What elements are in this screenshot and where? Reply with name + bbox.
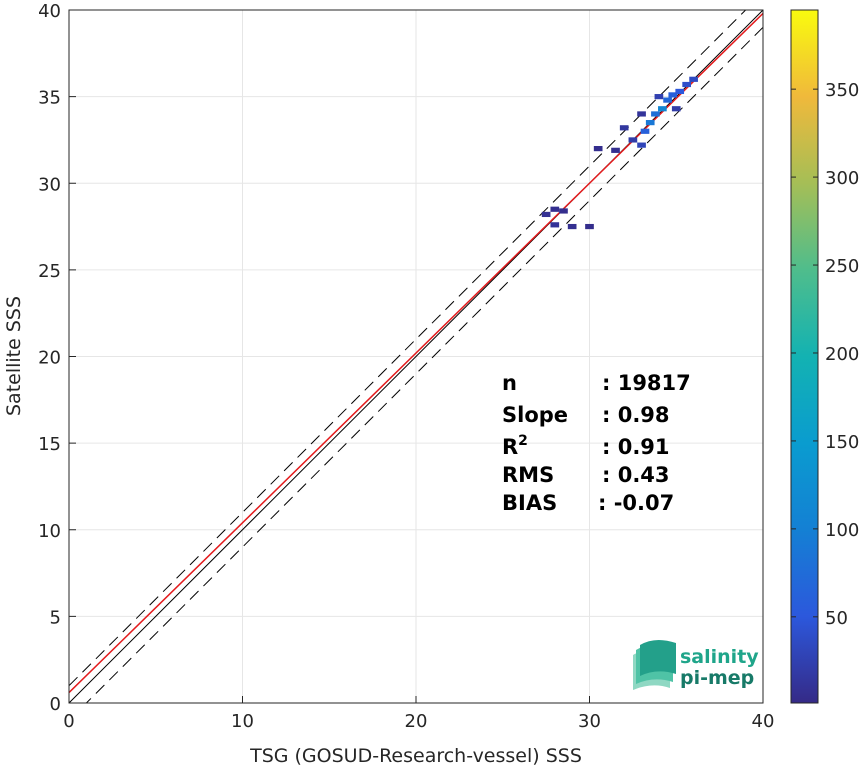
colorbar-tick-label: 250 — [825, 256, 859, 277]
x-tick-label: 10 — [231, 711, 254, 732]
y-tick-label: 35 — [38, 88, 61, 109]
stat-value: : 0.91 — [602, 435, 670, 459]
density-cell — [593, 146, 603, 152]
dashed-band-line — [85, 26, 763, 703]
y-tick-label: 40 — [38, 1, 61, 22]
one-to-one-line — [69, 10, 763, 703]
colorbar-tick-label: 50 — [825, 608, 848, 629]
density-cell — [637, 111, 646, 117]
stat-value: : 19817 — [602, 371, 691, 395]
colorbar-tick-label: 100 — [825, 520, 859, 541]
y-tick-label: 30 — [38, 174, 61, 195]
regression-line — [69, 12, 763, 694]
stat-label: RMS — [502, 463, 554, 487]
logo-graphic — [633, 639, 676, 690]
density-cell — [645, 120, 655, 126]
x-tick-label: 20 — [405, 711, 428, 732]
density-cell — [654, 94, 664, 100]
x-tick-label: 0 — [63, 711, 74, 732]
logo-text-salinity: salinity — [680, 646, 759, 668]
colorbar-tick-label: 150 — [825, 432, 859, 453]
density-cell — [637, 142, 646, 148]
density-cell — [663, 97, 672, 103]
stat-superscript: 2 — [518, 433, 528, 449]
colorbar-gradient — [790, 9, 819, 704]
logo-text-pi-mep: pi-mep — [680, 667, 754, 689]
density-cell — [682, 81, 691, 88]
density-cell — [567, 223, 577, 230]
stat-label: BIAS — [502, 491, 557, 515]
reference-lines — [69, 10, 763, 703]
y-tick-label: 20 — [38, 348, 61, 369]
density-cell — [628, 137, 638, 143]
density-cell — [541, 211, 551, 218]
density-cell — [550, 206, 560, 212]
y-tick-label: 10 — [38, 521, 61, 542]
axis-ticks: 0 10 20 30 40 0 5 10 15 20 25 30 35 40 — [38, 1, 774, 732]
density-cell — [668, 92, 678, 98]
stat-value: : 0.43 — [602, 463, 670, 487]
stat-value: : 0.98 — [602, 403, 670, 427]
stat-label: Slope — [502, 403, 568, 427]
density-cell — [550, 222, 560, 228]
stat-label: R2 — [502, 433, 528, 459]
stat-label: n — [502, 371, 517, 395]
stat-value: : -0.07 — [598, 491, 674, 515]
density-cell — [671, 106, 681, 112]
dashed-band-line — [69, 10, 747, 687]
density-cell — [640, 128, 650, 134]
density-cells — [541, 76, 698, 230]
x-tick-label: 30 — [578, 711, 601, 732]
density-cell — [585, 223, 594, 230]
y-tick-label: 15 — [38, 434, 61, 455]
density-cell — [651, 111, 660, 117]
y-tick-label: 25 — [38, 261, 61, 282]
colorbar-ticks: 50 100 150 200 250 300 350 — [791, 80, 859, 629]
colorbar-tick-label: 200 — [825, 344, 859, 365]
density-cell — [675, 88, 685, 95]
density-cell — [619, 125, 629, 131]
density-cell — [559, 208, 568, 214]
y-axis-label: Satellite SSS — [3, 296, 25, 416]
colorbar-tick-label: 300 — [825, 168, 859, 189]
colorbar: 50 100 150 200 250 300 350 — [790, 9, 859, 704]
y-tick-label: 5 — [50, 607, 61, 628]
density-cell — [611, 147, 620, 153]
colorbar-tick-label: 350 — [825, 80, 859, 101]
density-cell — [689, 76, 698, 82]
x-axis-label: TSG (GOSUD-Research-vessel) SSS — [249, 745, 582, 767]
density-cell — [658, 106, 667, 112]
stats-annotation: n : 19817 Slope : 0.98 R2 : 0.91 RMS : 0.43 BIAS… — [502, 371, 691, 515]
salinity-pi-mep-logo: salinity pi-mep — [633, 639, 759, 690]
x-tick-label: 40 — [752, 711, 775, 732]
y-tick-label: 0 — [50, 694, 61, 715]
